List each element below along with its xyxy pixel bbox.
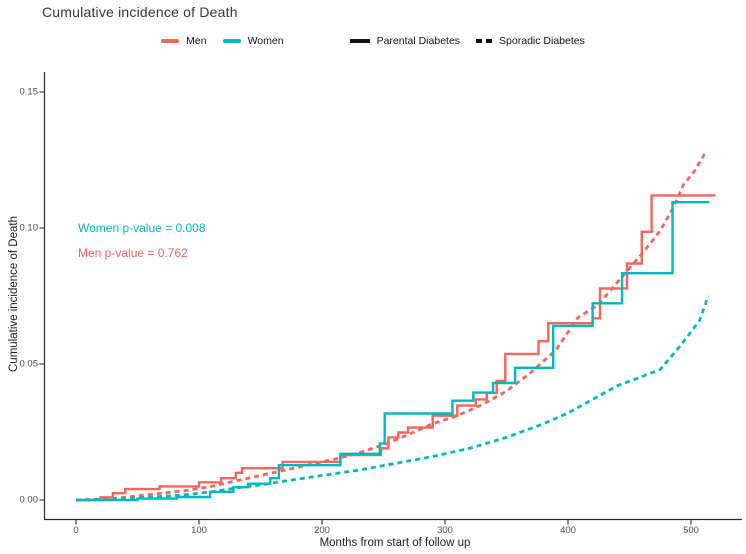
women-p-value-annotation: Women p-value = 0.008 bbox=[78, 221, 206, 235]
y-tick-label-0.05: 0.05 bbox=[19, 358, 39, 370]
dash-segment bbox=[476, 39, 483, 43]
y-tick-label-0.10: 0.10 bbox=[19, 222, 39, 234]
men-p-value-annotation: Men p-value = 0.762 bbox=[78, 246, 188, 260]
sporadic-diabetes-line-swatch bbox=[476, 39, 493, 43]
x-tick-label-200: 200 bbox=[314, 525, 330, 536]
y-tick-label-0.15: 0.15 bbox=[19, 86, 39, 98]
women-line-swatch bbox=[222, 39, 241, 43]
x-tick-label-0: 0 bbox=[73, 525, 79, 536]
curve-women-parental bbox=[76, 201, 710, 502]
legend-item-parental-diabetes: Parental Diabetes bbox=[349, 35, 461, 47]
curve-women-sporadic bbox=[75, 295, 710, 502]
legend-label-parental-diabetes: Parental Diabetes bbox=[376, 35, 461, 47]
dash-segment bbox=[486, 39, 493, 43]
y-tick-label-0.00: 0.00 bbox=[19, 494, 39, 506]
legend: Men Women Parental Diabetes Sporadic Dia… bbox=[0, 35, 746, 47]
legend-item-men: Men bbox=[161, 35, 207, 47]
legend-label-sporadic-diabetes: Sporadic Diabetes bbox=[499, 35, 585, 47]
chart-title: Cumulative incidence of Death bbox=[42, 4, 238, 20]
x-tick-label-400: 400 bbox=[560, 525, 576, 536]
legend-label-women: Women bbox=[247, 35, 284, 47]
legend-item-sporadic-diabetes: Sporadic Diabetes bbox=[476, 35, 585, 47]
x-tick-label-300: 300 bbox=[437, 525, 453, 536]
legend-item-women: Women bbox=[222, 35, 284, 47]
x-tick-label-100: 100 bbox=[191, 525, 207, 536]
legend-label-men: Men bbox=[186, 35, 207, 47]
curve-men-parental bbox=[76, 194, 716, 502]
x-tick-label-500: 500 bbox=[683, 525, 699, 536]
x-axis-title: Months from start of follow up bbox=[319, 537, 471, 549]
curve-men-sporadic bbox=[75, 151, 708, 502]
men-line-swatch bbox=[161, 39, 180, 43]
parental-diabetes-line-swatch bbox=[349, 39, 370, 43]
